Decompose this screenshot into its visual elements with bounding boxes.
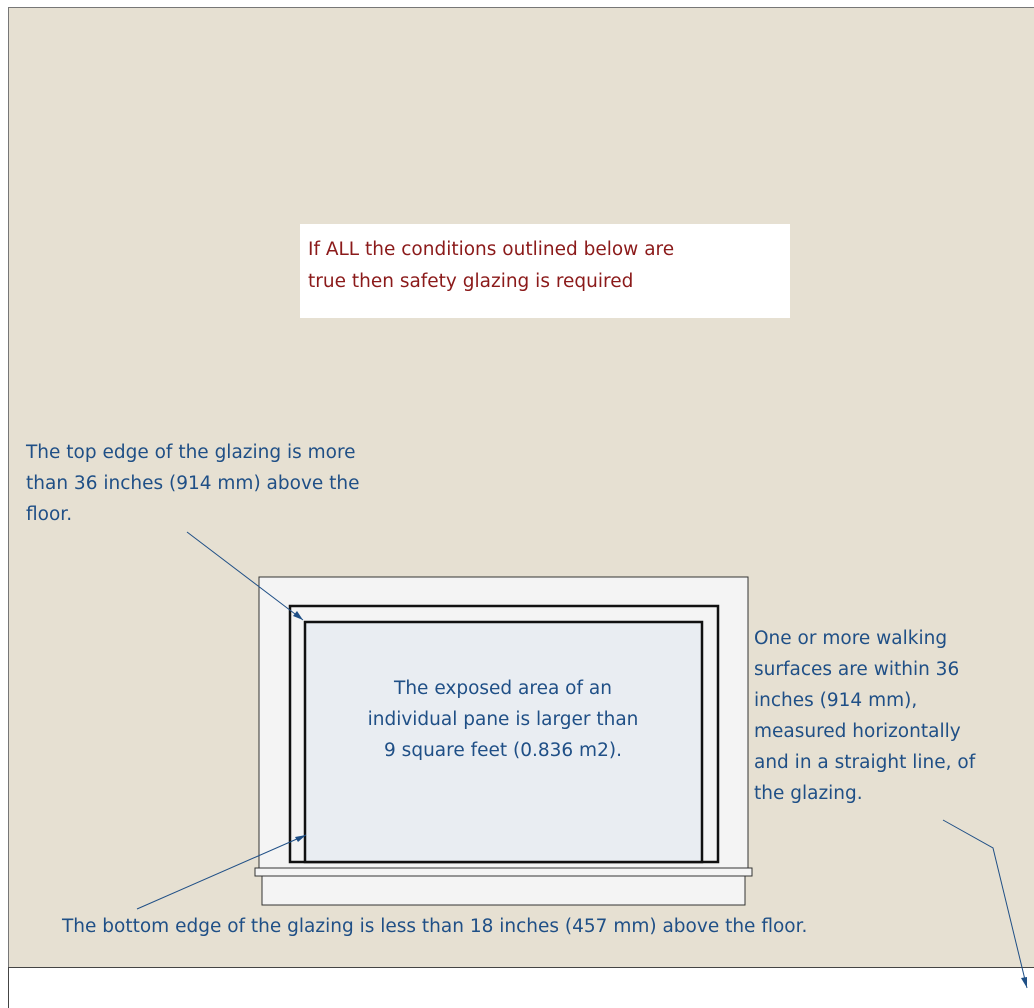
annotation-line: The exposed area of an <box>394 678 612 699</box>
notice-line: true then safety glazing is required <box>308 271 634 292</box>
annotation-line: The bottom edge of the glazing is less t… <box>62 916 808 937</box>
annotation-line: 9 square feet (0.836 m2). <box>384 740 622 761</box>
annotation-line: the glazing. <box>754 783 863 804</box>
annotation-line: One or more walking <box>754 628 948 649</box>
annotation-line: floor. <box>26 504 73 525</box>
annotation-line: surfaces are within 36 <box>754 659 960 680</box>
notice-line: If ALL the conditions outlined below are <box>308 239 675 260</box>
annotation-line: individual pane is larger than <box>367 709 639 730</box>
bottom-edge-annotation: The bottom edge of the glazing is less t… <box>62 911 807 942</box>
glass-pane <box>303 620 704 864</box>
top-edge-annotation: The top edge of the glazing is more than… <box>26 437 360 530</box>
bottom-edge-arrowhead <box>295 835 306 842</box>
window-apron <box>261 875 746 906</box>
walking-surface-leader <box>942 819 1028 989</box>
safety-glazing-notice: If ALL the conditions outlined below are… <box>300 224 790 318</box>
annotation-line: than 36 inches (914 mm) above the <box>26 473 360 494</box>
walking-surface-annotation: One or more walking surfaces are within … <box>754 623 975 809</box>
top-edge-leader <box>186 531 304 621</box>
walking-surface-arrowhead <box>1021 977 1027 988</box>
window-sill <box>254 867 753 877</box>
annotation-line: inches (914 mm), <box>754 690 918 711</box>
bottom-edge-leader <box>136 834 307 910</box>
top-edge-arrowhead <box>293 611 303 620</box>
annotation-line: and in a straight line, of <box>754 752 976 773</box>
pane-area-annotation: The exposed area of an individual pane i… <box>305 673 701 766</box>
annotation-line: measured horizontally <box>754 721 961 742</box>
annotation-line: The top edge of the glazing is more <box>26 442 356 463</box>
